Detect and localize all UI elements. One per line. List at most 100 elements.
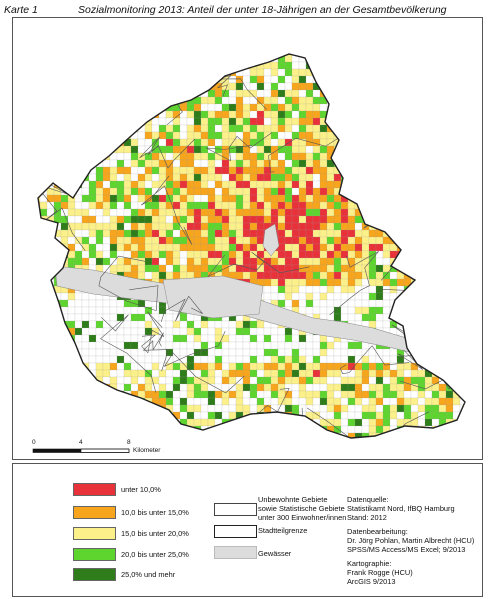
statistical-area [130, 362, 139, 371]
statistical-area [74, 173, 83, 182]
statistical-area [249, 355, 258, 364]
statistical-area [207, 208, 216, 217]
statistical-area [193, 82, 202, 91]
statistical-area [396, 236, 405, 245]
statistical-area [74, 68, 83, 77]
statistical-area [425, 440, 432, 447]
statistical-area [445, 138, 454, 147]
statistical-area [445, 124, 454, 133]
statistical-area [200, 201, 209, 210]
statistical-area [256, 152, 265, 161]
statistical-area [298, 271, 307, 280]
statistical-area [95, 110, 104, 119]
statistical-area [319, 250, 328, 259]
statistical-area [46, 138, 55, 147]
statistical-area [347, 103, 356, 112]
statistical-area [375, 208, 384, 217]
statistical-area [459, 236, 465, 245]
statistical-area [74, 166, 83, 175]
statistical-area [298, 180, 307, 189]
statistical-area [452, 131, 461, 140]
statistical-area [165, 432, 174, 438]
statistical-area [67, 397, 76, 406]
statistical-area [68, 440, 75, 447]
statistical-area [165, 425, 174, 434]
statistical-area [452, 299, 461, 308]
statistical-area [165, 75, 174, 84]
statistical-area [354, 292, 363, 301]
statistical-area [207, 166, 216, 175]
statistical-area [424, 264, 433, 273]
statistical-area [144, 215, 153, 224]
statistical-area [130, 82, 139, 91]
district-border-line [205, 132, 272, 162]
statistical-area [179, 376, 188, 385]
statistical-area [53, 397, 62, 406]
statistical-area [452, 383, 461, 392]
statistical-area [38, 243, 41, 252]
statistical-area [305, 110, 314, 119]
statistical-area [214, 257, 223, 266]
statistical-area [347, 250, 356, 259]
statistical-area [445, 68, 454, 77]
statistical-area [347, 376, 356, 385]
statistical-area [123, 376, 132, 385]
statistical-area [410, 145, 419, 154]
district-border-line [140, 175, 193, 245]
statistical-area [109, 131, 118, 140]
statistical-area [431, 54, 440, 56]
statistical-area [270, 208, 279, 217]
statistical-area [137, 418, 146, 427]
statistical-area [193, 341, 202, 350]
statistical-area [424, 54, 433, 63]
statistical-area [81, 334, 90, 343]
statistical-area [60, 299, 69, 308]
statistical-area [333, 236, 342, 245]
statistical-area [186, 89, 195, 98]
statistical-area [201, 440, 208, 447]
statistical-area [445, 292, 454, 301]
statistical-area [389, 194, 398, 203]
statistical-area [193, 376, 202, 385]
statistical-area [431, 390, 440, 399]
statistical-area [249, 404, 258, 413]
statistical-area [193, 152, 202, 161]
statistical-area [158, 243, 167, 252]
statistical-area [46, 236, 55, 245]
statistical-area [151, 82, 160, 91]
statistical-area [305, 376, 314, 385]
statistical-area [424, 355, 433, 364]
statistical-area [277, 110, 286, 119]
statistical-area [109, 250, 118, 259]
statistical-area [60, 54, 69, 56]
statistical-area [354, 75, 363, 84]
statistical-area [431, 264, 440, 273]
statistical-area [172, 250, 181, 259]
statistical-area [109, 376, 118, 385]
statistical-area [172, 194, 181, 203]
statistical-area [452, 117, 461, 126]
statistical-area [319, 131, 328, 140]
statistical-area [151, 152, 160, 161]
statistical-area [424, 194, 433, 203]
statistical-area [109, 390, 118, 399]
statistical-area [263, 54, 272, 56]
statistical-area [347, 264, 356, 273]
statistical-area [291, 432, 300, 438]
statistical-area [130, 383, 139, 392]
statistical-area [137, 306, 146, 315]
statistical-area [221, 362, 230, 371]
statistical-area [39, 376, 48, 385]
statistical-area [284, 257, 293, 266]
statistical-area [116, 341, 125, 350]
statistical-area [74, 369, 83, 378]
statistical-area [151, 75, 160, 84]
statistical-area [333, 208, 342, 217]
statistical-area [179, 250, 188, 259]
statistical-area [382, 369, 391, 378]
statistical-area [467, 62, 474, 69]
statistical-area [361, 173, 370, 182]
statistical-area [431, 96, 440, 105]
statistical-area [116, 89, 125, 98]
statistical-area [459, 327, 465, 336]
